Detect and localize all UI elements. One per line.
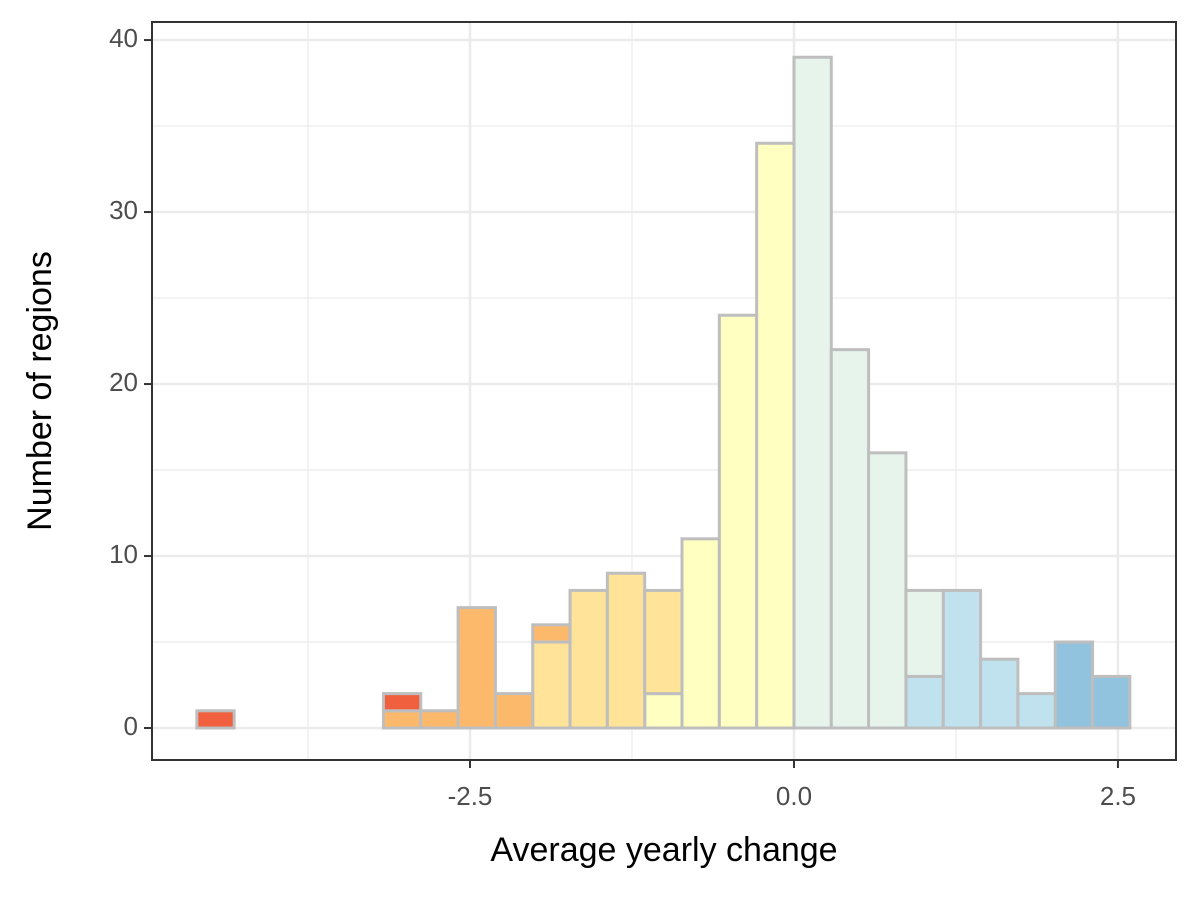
bar xyxy=(792,55,833,730)
plot-border xyxy=(151,21,1177,761)
bar xyxy=(643,588,684,696)
x-tick-label: 2.5 xyxy=(1100,781,1136,811)
bar xyxy=(456,606,497,730)
y-tick-label: 20 xyxy=(109,367,138,397)
bar xyxy=(531,623,572,644)
bar xyxy=(755,141,796,730)
bar xyxy=(941,588,983,730)
y-tick-label: 0 xyxy=(124,711,138,741)
bar xyxy=(867,451,908,730)
bar xyxy=(568,588,609,730)
bar xyxy=(531,640,572,730)
bar xyxy=(419,709,460,730)
bar xyxy=(605,571,647,730)
bar xyxy=(381,692,423,713)
y-tick-label: 40 xyxy=(109,23,138,53)
x-axis-title: Average yearly change xyxy=(490,831,837,869)
x-tick-label: -2.5 xyxy=(448,781,493,811)
y-axis-title: Number of regions xyxy=(21,251,59,531)
bar xyxy=(904,674,945,730)
bar xyxy=(195,709,236,730)
x-tick-label: 0.0 xyxy=(776,781,812,811)
y-tick-label: 10 xyxy=(109,539,138,569)
bar xyxy=(904,588,945,678)
bar xyxy=(1016,692,1057,730)
bar xyxy=(1091,674,1132,730)
bar xyxy=(381,709,423,730)
bar xyxy=(493,692,535,730)
bar xyxy=(1053,640,1095,730)
bar xyxy=(680,537,721,730)
bar xyxy=(829,348,871,730)
bar xyxy=(717,313,759,730)
bar xyxy=(643,692,684,730)
y-tick-label: 30 xyxy=(109,195,138,225)
bar xyxy=(979,657,1020,730)
